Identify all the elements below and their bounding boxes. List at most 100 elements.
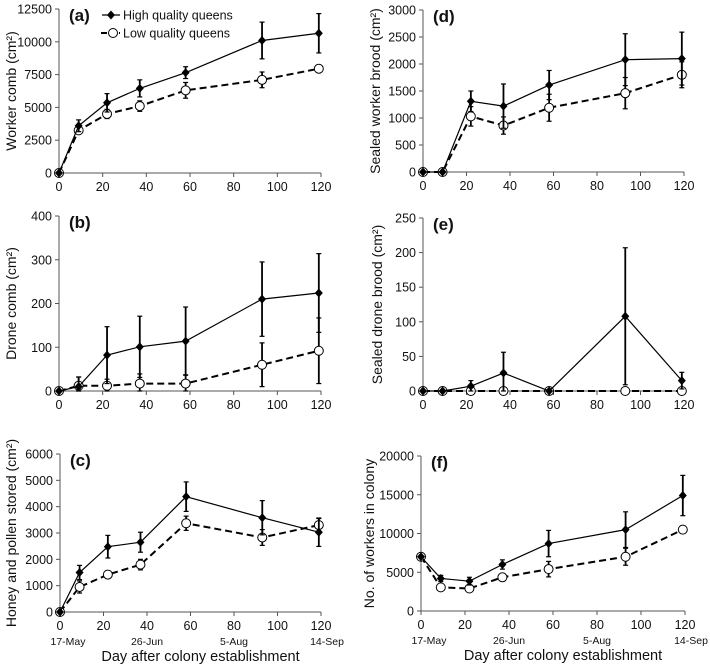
x-tick-label: 80 — [590, 618, 604, 632]
data-point-filled — [103, 98, 112, 108]
x-tick-label: 0 — [418, 618, 425, 632]
data-point-filled — [75, 568, 84, 577]
y-tick-label: 0 — [409, 385, 416, 399]
data-point-open — [497, 572, 508, 583]
x-tick-label: 100 — [631, 618, 652, 632]
x-tick-label: 60 — [184, 619, 198, 633]
data-point-filled — [258, 294, 267, 304]
data-point-filled — [545, 80, 554, 90]
data-point-filled — [438, 386, 447, 396]
y-tick-label: 1000 — [388, 112, 416, 126]
y-axis-label: Drone comb (cm²) — [3, 247, 19, 360]
panel-f: 0 5000 10000 15000 20000 0 20 40 60 80 100 120 (f) No… — [361, 450, 708, 664]
x-tick-label: 40 — [503, 179, 517, 193]
x-tick-label: 60 — [547, 179, 561, 193]
panel-label: (e) — [433, 215, 454, 234]
data-point-filled — [678, 491, 687, 501]
data-point-filled — [677, 376, 686, 386]
data-point-filled — [499, 101, 508, 111]
panel-b: 0 100 200 300 400 0 20 40 60 80 100 120 (b) Drone com… — [3, 210, 331, 413]
legend-marker-low — [108, 28, 118, 38]
y-tick-label: 3000 — [388, 4, 416, 18]
y-axis-label: No. of workers in colony — [361, 459, 377, 608]
x-tick-label: 40 — [140, 619, 154, 633]
data-point-filled — [621, 55, 630, 65]
series-high-quality — [55, 253, 323, 396]
date-label: 26-Jun — [493, 635, 525, 647]
data-point-filled — [466, 96, 475, 106]
data-point-filled — [314, 288, 323, 298]
y-tick-label: 5000 — [24, 101, 52, 115]
x-tick-label: 20 — [460, 398, 474, 412]
data-point-filled — [498, 560, 507, 569]
data-point-filled — [135, 342, 144, 352]
y-tick-label: 200 — [395, 246, 416, 260]
x-tick-label: 100 — [267, 619, 288, 633]
data-point-open — [135, 559, 146, 570]
panel-label: (b) — [69, 213, 91, 232]
x-tick-label: 100 — [267, 398, 288, 412]
y-axis-label: Sealed drone brood (cm²) — [369, 225, 385, 385]
data-point-open — [677, 524, 688, 535]
data-point-filled — [419, 167, 427, 177]
y-tick-label: 20000 — [379, 450, 414, 464]
data-point-filled — [55, 168, 63, 178]
series-low-quality — [54, 317, 324, 396]
data-point-filled — [314, 527, 323, 537]
data-point-open — [620, 551, 631, 562]
x-tick-label: 80 — [590, 398, 604, 412]
x-tick-label: 120 — [675, 618, 696, 632]
data-point-open — [74, 581, 85, 592]
y-tick-label: 0 — [409, 166, 416, 180]
y-tick-label: 0 — [45, 167, 52, 181]
data-point-open — [435, 582, 446, 593]
panel-label: (a) — [69, 6, 90, 25]
data-point-open — [134, 378, 145, 389]
y-tick-label: 5000 — [386, 566, 414, 580]
y-tick-label: 2500 — [388, 31, 416, 45]
x-tick-label: 40 — [139, 398, 153, 412]
x-tick-label: 0 — [420, 398, 427, 412]
y-tick-label: 10000 — [379, 527, 414, 541]
data-point-filled — [499, 368, 508, 378]
y-tick-label: 150 — [395, 281, 416, 295]
y-tick-label: 6000 — [25, 448, 53, 462]
data-point-filled — [135, 83, 144, 93]
data-point-filled — [466, 381, 475, 391]
data-point-filled — [621, 311, 630, 321]
data-point-open — [620, 386, 631, 396]
x-tick-label: 40 — [502, 618, 516, 632]
x-tick-label: 120 — [311, 180, 332, 194]
series-line — [58, 292, 319, 392]
data-point-filled — [136, 537, 145, 547]
data-point-filled — [417, 552, 425, 562]
y-tick-label: 7500 — [24, 68, 52, 82]
y-tick-label: 5000 — [25, 474, 53, 488]
series-high-quality — [419, 247, 686, 396]
x-tick-label: 100 — [267, 180, 288, 194]
x-tick-label: 0 — [420, 179, 427, 193]
y-tick-label: 2500 — [24, 134, 52, 148]
date-label: 17-May — [411, 635, 447, 647]
data-point-filled — [74, 382, 83, 392]
y-tick-label: 3000 — [25, 527, 53, 541]
x-tick-label: 40 — [503, 398, 517, 412]
x-tick-label: 80 — [227, 619, 241, 633]
x-tick-label: 120 — [311, 619, 332, 633]
y-tick-label: 0 — [46, 606, 53, 620]
y-tick-label: 400 — [31, 210, 52, 224]
date-label: 5-Aug — [583, 635, 611, 647]
x-tick-label: 80 — [590, 179, 604, 193]
x-tick-label: 20 — [460, 179, 474, 193]
legend: High quality queens Low quality queens — [101, 9, 233, 41]
data-point-filled — [438, 167, 447, 177]
y-tick-label: 2000 — [25, 553, 53, 567]
series-high-quality — [56, 481, 323, 617]
x-axis-label: Day after colony establishment — [464, 648, 662, 664]
data-point-open — [465, 111, 476, 122]
y-tick-label: 0 — [45, 385, 52, 399]
x-tick-label: 0 — [56, 398, 63, 412]
data-point-open — [180, 378, 191, 389]
date-label: 5-Aug — [220, 636, 248, 648]
